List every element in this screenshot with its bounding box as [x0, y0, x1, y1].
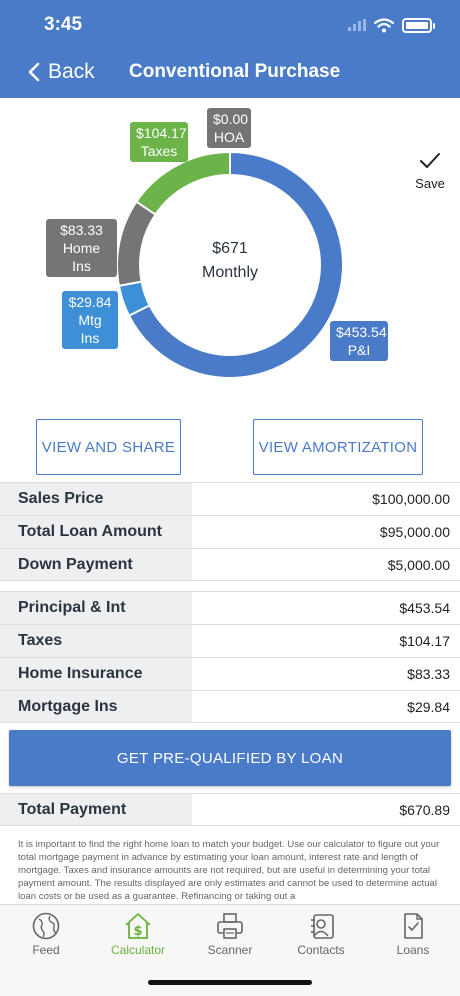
- total-payment-label: Total Payment: [0, 794, 192, 825]
- view-and-share-button[interactable]: VIEW AND SHARE: [36, 419, 181, 475]
- tab-loans[interactable]: Loans: [373, 911, 453, 957]
- status-time: 3:45: [44, 14, 83, 35]
- tab-scanner-label: Scanner: [207, 943, 253, 957]
- pre-qualify-label: GET PRE-QUALIFIED BY LOAN: [116, 749, 344, 767]
- down-payment-label: Down Payment: [0, 549, 192, 580]
- tab-calculator[interactable]: $ Calculator: [98, 911, 178, 957]
- principal-value: $453.54: [399, 600, 450, 616]
- hoa-amount: $0.00: [213, 111, 249, 127]
- home-insurance-row: Home Insurance $83.33: [0, 657, 460, 690]
- chevron-left-icon: [28, 62, 40, 82]
- total-loan-value[interactable]: $95,000.00: [379, 524, 450, 540]
- label-mtg-ins: $29.84 Mtg Ins: [62, 291, 118, 349]
- mtg-ins-name: Mtg Ins: [78, 312, 102, 346]
- taxes-label: Taxes: [0, 625, 192, 657]
- tab-scanner[interactable]: Scanner: [190, 911, 270, 957]
- sales-price-value[interactable]: $100,000.00: [372, 491, 450, 507]
- down-payment-row: Down Payment $5,000.00: [0, 548, 460, 581]
- slice-home-ins: [116, 200, 157, 287]
- save-button[interactable]: Save: [410, 152, 450, 191]
- nav-header: 3:45 Back Conventional Purchase: [0, 0, 460, 98]
- contacts-icon: [311, 914, 334, 939]
- mtg-ins-amount: $29.84: [68, 294, 112, 310]
- taxes-name: Taxes: [140, 143, 178, 159]
- back-label: Back: [48, 60, 95, 83]
- save-label: Save: [415, 176, 445, 191]
- tab-contacts[interactable]: Contacts: [281, 911, 361, 957]
- wifi-icon: [374, 17, 394, 32]
- total-loan-row: Total Loan Amount $95,000.00: [0, 515, 460, 548]
- principal-label: Principal & Int: [0, 592, 192, 624]
- view-amortization-button[interactable]: VIEW AMORTIZATION: [253, 419, 423, 475]
- home-insurance-label: Home Insurance: [0, 658, 192, 690]
- payment-donut-chart: [116, 150, 344, 379]
- taxes-amount: $104.17: [136, 125, 187, 141]
- pi-amount: $453.54: [336, 324, 387, 340]
- slice-taxes: [135, 150, 231, 216]
- taxes-row: Taxes $104.17: [0, 624, 460, 657]
- signal-icon: [348, 19, 366, 31]
- total-loan-label: Total Loan Amount: [0, 516, 192, 548]
- monthly-label: Monthly: [201, 264, 259, 281]
- disclaimer-text: It is important to find the right home l…: [18, 839, 440, 902]
- document-check-icon: [404, 913, 423, 939]
- page-title: Conventional Purchase: [129, 61, 341, 82]
- total-payment-row: Total Payment $670.89: [0, 793, 460, 826]
- checkmark-icon: [420, 153, 440, 168]
- mortgage-ins-label: Mortgage Ins: [0, 691, 192, 722]
- home-indicator: [148, 980, 312, 985]
- home-insurance-value[interactable]: $83.33: [407, 666, 450, 682]
- view-amortization-label: VIEW AMORTIZATION: [258, 438, 418, 456]
- monthly-total: $671: [212, 240, 248, 257]
- svg-text:$: $: [133, 924, 142, 939]
- sales-price-row: Sales Price $100,000.00: [0, 482, 460, 515]
- sales-price-label: Sales Price: [0, 483, 192, 515]
- home-ins-name: Home Ins: [62, 240, 101, 274]
- label-taxes: $104.17 Taxes: [130, 122, 188, 162]
- calculator-house-icon: $: [125, 913, 151, 939]
- back-button[interactable]: Back: [28, 60, 95, 84]
- tab-loans-label: Loans: [396, 943, 430, 957]
- tab-feed-label: Feed: [32, 943, 60, 957]
- label-pi: $453.54 P&I: [330, 321, 388, 361]
- mortgage-ins-row: Mortgage Ins $29.84: [0, 690, 460, 723]
- total-payment-value: $670.89: [399, 801, 450, 818]
- principal-row: Principal & Int $453.54: [0, 591, 460, 624]
- down-payment-value[interactable]: $5,000.00: [387, 556, 450, 573]
- taxes-value[interactable]: $104.17: [399, 633, 450, 649]
- hoa-name: HOA: [213, 129, 245, 145]
- donut-center: $671 Monthly: [160, 237, 300, 285]
- mortgage-ins-value[interactable]: $29.84: [407, 698, 450, 715]
- battery-icon: [402, 17, 435, 33]
- pi-name: P&I: [347, 342, 371, 358]
- label-hoa: $0.00 HOA: [207, 108, 251, 148]
- label-home-ins: $83.33 Home Ins: [46, 219, 117, 277]
- tab-calculator-label: Calculator: [110, 943, 166, 957]
- slice-p-i: [127, 150, 344, 379]
- printer-icon: [217, 913, 243, 939]
- status-icons: [348, 14, 435, 36]
- tab-contacts-label: Contacts: [297, 943, 345, 957]
- tab-feed[interactable]: Feed: [6, 911, 86, 957]
- pre-qualify-button[interactable]: GET PRE-QUALIFIED BY LOAN: [9, 730, 451, 786]
- home-ins-amount: $83.33: [60, 222, 103, 238]
- globe-icon: [32, 912, 60, 940]
- view-and-share-label: VIEW AND SHARE: [41, 438, 176, 456]
